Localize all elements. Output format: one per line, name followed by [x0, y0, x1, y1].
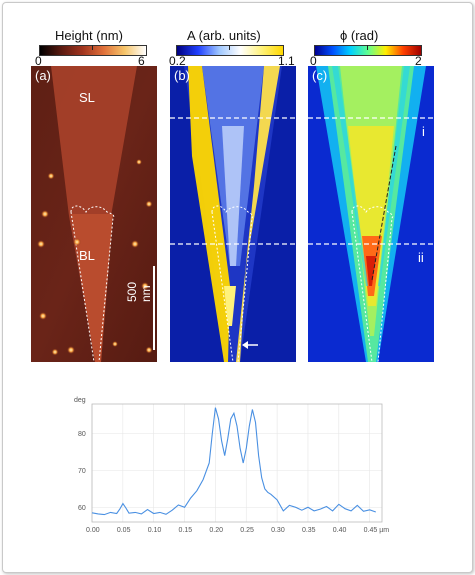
cbar-max-amplitude: 1.1 [278, 54, 295, 68]
sl-label: SL [79, 90, 95, 105]
x-tick-label: 0.00 [86, 527, 100, 534]
colorbar-height [39, 45, 147, 56]
scalebar-label: 500 nm [125, 281, 153, 302]
x-tick-label: 0.15 [179, 527, 193, 534]
plot-area [91, 403, 383, 523]
line-label-i: i [422, 124, 425, 139]
panel-b-amplitude-map: (b) [170, 66, 296, 362]
x-tick-label: 0.05 [117, 527, 131, 534]
colorbar-amplitude [176, 45, 284, 56]
cbar-min-amplitude: 0.2 [169, 54, 186, 68]
x-tick-label: 0.20 [209, 527, 223, 534]
y-tick-label: 60 [78, 505, 86, 512]
bl-label: BL [79, 248, 95, 263]
y-tick-label: 70 [78, 468, 86, 475]
cbar-min-phase: 0 [310, 54, 317, 68]
x-tick-label: 0.30 [271, 527, 285, 534]
cbar-title-amplitude: A (arb. units) [187, 28, 261, 43]
profile-series-line [91, 407, 376, 516]
panel-label-a: (a) [35, 68, 51, 83]
x-tick-label: 0.10 [148, 527, 162, 534]
panel-a-height-map: (a) SL BL 500 nm [31, 66, 157, 362]
line-label-ii: ii [418, 250, 424, 265]
x-tick-label: 0.40 [333, 527, 347, 534]
cbar-mid-tick [92, 45, 93, 50]
phase-profile-chart: 0.00 0.05 0.10 0.15 0.20 0.25 0.30 0.35 0.40 0.45… [68, 392, 390, 544]
cbar-max-height: 6 [138, 54, 145, 68]
cbar-title-phase: ϕ (rad) [340, 28, 379, 43]
x-tick-label: 0.35 [302, 527, 316, 534]
panel-c-phase-map: (c) i ii [308, 66, 434, 362]
panel-label-c: (c) [312, 68, 328, 83]
cbar-mid-tick [229, 45, 230, 50]
cbar-max-phase: 2 [415, 54, 422, 68]
x-tick-label: 0.45 µm [364, 527, 390, 534]
y-axis-unit-label: deg [74, 397, 86, 404]
colorbar-phase [314, 45, 422, 56]
profile-plot: 0.00 0.05 0.10 0.15 0.20 0.25 0.30 0.35 0.40 0.45… [68, 392, 390, 544]
x-tick-label: 0.25 [240, 527, 254, 534]
cbar-min-height: 0 [35, 54, 42, 68]
cbar-title-height: Height (nm) [55, 28, 123, 43]
afm-figure: Height (nm) 0 6 A (arb. units) 0.2 1.1 ϕ… [25, 28, 447, 378]
y-tick-label: 80 [78, 431, 86, 438]
panel-label-b: (b) [174, 68, 190, 83]
cbar-mid-tick [367, 45, 368, 50]
